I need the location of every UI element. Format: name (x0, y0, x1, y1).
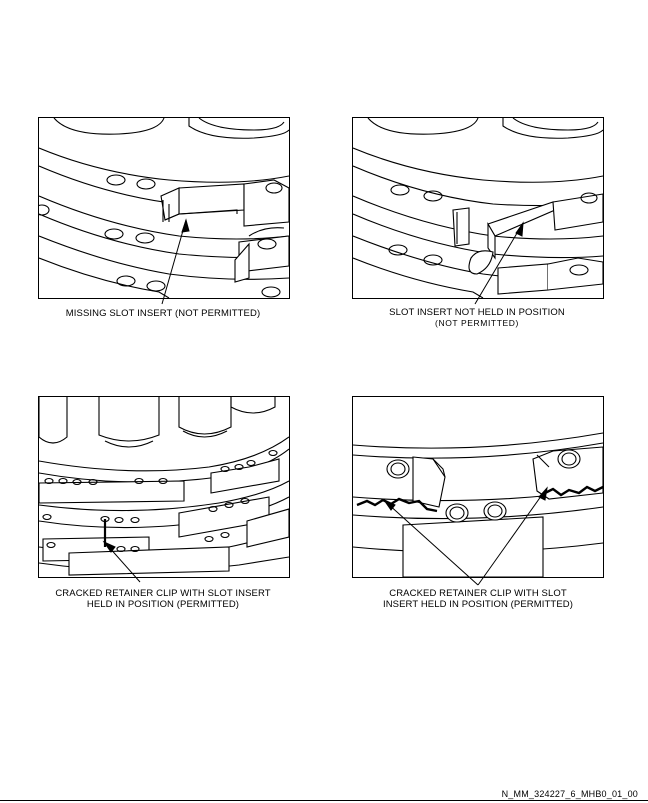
caption-line: HELD IN POSITION (PERMITTED) (86, 599, 240, 610)
caption-line: INSERT HELD IN POSITION (PERMITTED) (382, 599, 573, 610)
caption-cracked-clip-view1: CRACKED RETAINER CLIP WITH SLOT INSERT H… (24, 588, 302, 610)
caption-missing-slot-insert: MISSING SLOT INSERT (NOT PERMITTED) (38, 308, 288, 319)
illustration-cracked-clip-held-view2 (352, 396, 604, 578)
illustration-cracked-clip-held-view1 (38, 396, 290, 578)
illustration-missing-slot-insert (38, 117, 290, 299)
caption-slot-insert-not-held: SLOT INSERT NOT HELD IN POSITION (NOT PE… (352, 307, 602, 329)
cracked-clip-view1-drawing (39, 397, 289, 576)
missing-slot-insert-drawing (39, 118, 289, 298)
caption-line: (NOT PERMITTED) (435, 318, 519, 328)
bottom-rule (0, 800, 648, 801)
illustration-slot-insert-not-held (352, 117, 604, 299)
figure-id: N_MM_324227_6_MHB0_01_00 (501, 789, 638, 799)
caption-line: CRACKED RETAINER CLIP WITH SLOT (389, 588, 567, 599)
caption-line: MISSING SLOT INSERT (NOT PERMITTED) (65, 308, 261, 319)
cracked-clip-view2-drawing (353, 432, 603, 577)
slot-insert-not-held-drawing (353, 118, 603, 298)
caption-line: SLOT INSERT NOT HELD IN POSITION (389, 307, 565, 318)
caption-cracked-clip-view2: CRACKED RETAINER CLIP WITH SLOT INSERT H… (340, 588, 616, 610)
caption-line: CRACKED RETAINER CLIP WITH SLOT INSERT (55, 588, 271, 599)
